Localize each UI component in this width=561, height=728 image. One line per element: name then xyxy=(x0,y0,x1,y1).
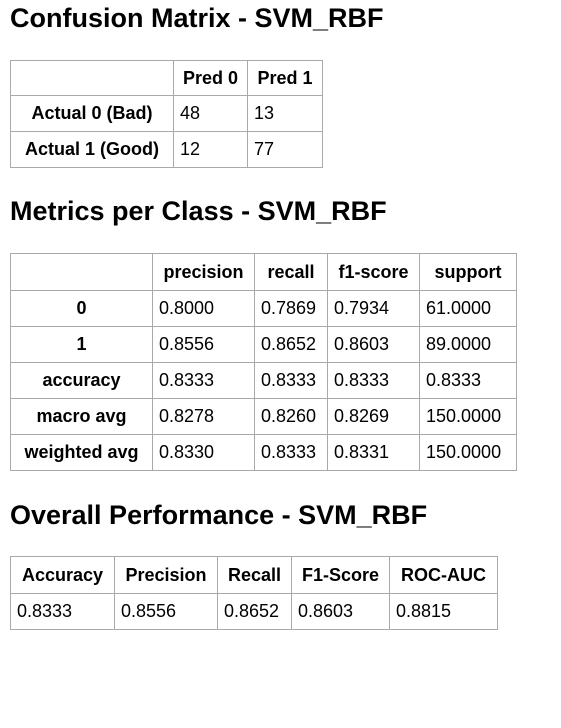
table-header-row: Accuracy Precision Recall F1-Score ROC-A… xyxy=(10,556,498,594)
table-cell: 12 xyxy=(173,131,248,168)
row-header-cell: Actual 0 (Bad) xyxy=(10,95,174,132)
table-cell: 0.8333 xyxy=(254,362,328,399)
table-cell: 150.0000 xyxy=(419,434,517,471)
table-header-cell: Precision xyxy=(114,556,218,594)
table-cell: 0.8815 xyxy=(389,593,498,630)
table-row: 1 0.8556 0.8652 0.8603 89.0000 xyxy=(10,326,517,363)
table-header-cell: recall xyxy=(254,253,328,291)
table-row: weighted avg 0.8330 0.8333 0.8331 150.00… xyxy=(10,434,517,471)
table-cell: 61.0000 xyxy=(419,290,517,327)
table-row: 0 0.8000 0.7869 0.7934 61.0000 xyxy=(10,290,517,327)
overall-performance-table: Accuracy Precision Recall F1-Score ROC-A… xyxy=(10,556,498,630)
table-header-cell: Pred 1 xyxy=(247,60,323,96)
row-header-cell: macro avg xyxy=(10,398,153,435)
table-cell: 0.8000 xyxy=(152,290,255,327)
table-cell: 0.8603 xyxy=(291,593,390,630)
table-header-row: precision recall f1-score support xyxy=(10,253,517,291)
table-cell: 0.8652 xyxy=(254,326,328,363)
row-header-cell: accuracy xyxy=(10,362,153,399)
table-row: Actual 0 (Bad) 48 13 xyxy=(10,95,323,132)
table-cell: 0.8556 xyxy=(152,326,255,363)
table-cell: 150.0000 xyxy=(419,398,517,435)
table-cell: 0.8333 xyxy=(254,434,328,471)
row-header-cell: 1 xyxy=(10,326,153,363)
row-header-cell: 0 xyxy=(10,290,153,327)
table-header-cell: support xyxy=(419,253,517,291)
table-header-cell: F1-Score xyxy=(291,556,390,594)
confusion-matrix-table: Pred 0 Pred 1 Actual 0 (Bad) 48 13 Actua… xyxy=(10,60,323,168)
table-header-cell: Pred 0 xyxy=(173,60,248,96)
table-header-cell xyxy=(10,253,153,291)
table-row: Actual 1 (Good) 12 77 xyxy=(10,131,323,168)
overall-performance-title: Overall Performance - SVM_RBF xyxy=(10,500,428,530)
table-cell: 0.8331 xyxy=(327,434,420,471)
table-header-cell: precision xyxy=(152,253,255,291)
row-header-cell: weighted avg xyxy=(10,434,153,471)
table-cell: 0.8333 xyxy=(419,362,517,399)
table-cell: 0.8330 xyxy=(152,434,255,471)
row-header-cell: Actual 1 (Good) xyxy=(10,131,174,168)
table-header-cell: Recall xyxy=(217,556,292,594)
table-cell: 0.8269 xyxy=(327,398,420,435)
confusion-matrix-title: Confusion Matrix - SVM_RBF xyxy=(10,3,384,33)
table-cell: 0.8556 xyxy=(114,593,218,630)
table-cell: 48 xyxy=(173,95,248,132)
table-cell: 13 xyxy=(247,95,323,132)
table-cell: 0.8652 xyxy=(217,593,292,630)
metrics-per-class-title: Metrics per Class - SVM_RBF xyxy=(10,196,387,226)
table-cell: 0.8333 xyxy=(327,362,420,399)
table-header-cell: ROC-AUC xyxy=(389,556,498,594)
table-header-row: Pred 0 Pred 1 xyxy=(10,60,323,96)
table-header-cell xyxy=(10,60,174,96)
table-cell: 0.7869 xyxy=(254,290,328,327)
table-cell: 89.0000 xyxy=(419,326,517,363)
metrics-per-class-table: precision recall f1-score support 0 0.80… xyxy=(10,253,517,471)
table-row: macro avg 0.8278 0.8260 0.8269 150.0000 xyxy=(10,398,517,435)
table-cell: 0.8278 xyxy=(152,398,255,435)
table-cell: 0.8333 xyxy=(10,593,115,630)
table-cell: 77 xyxy=(247,131,323,168)
table-row: accuracy 0.8333 0.8333 0.8333 0.8333 xyxy=(10,362,517,399)
table-row: 0.8333 0.8556 0.8652 0.8603 0.8815 xyxy=(10,593,498,630)
table-cell: 0.7934 xyxy=(327,290,420,327)
table-cell: 0.8603 xyxy=(327,326,420,363)
table-header-cell: Accuracy xyxy=(10,556,115,594)
table-cell: 0.8333 xyxy=(152,362,255,399)
table-header-cell: f1-score xyxy=(327,253,420,291)
table-cell: 0.8260 xyxy=(254,398,328,435)
